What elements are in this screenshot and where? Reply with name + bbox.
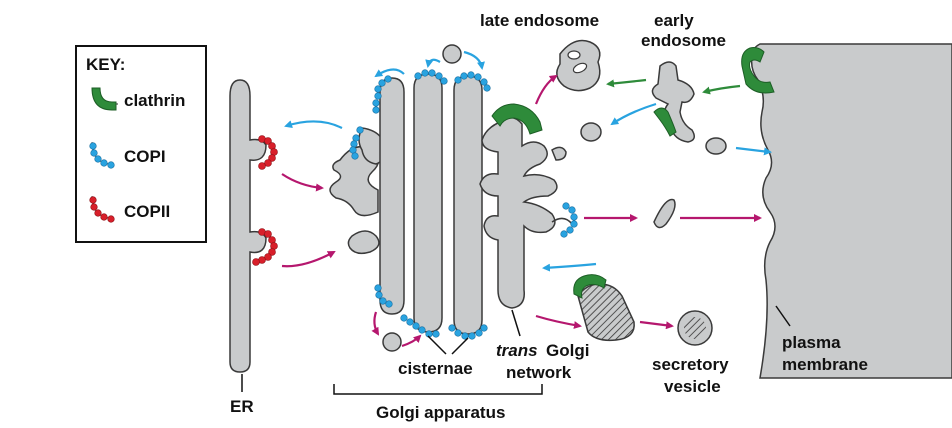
key-label-copi: COPI <box>124 147 166 166</box>
transport-vesicle-middle <box>653 198 676 229</box>
clathrin-coat-plasma-membrane <box>741 47 775 94</box>
arrow-vesicle-to-golgi <box>401 334 422 348</box>
er-label: ER <box>230 397 254 416</box>
golgi-cisterna-1 <box>379 77 405 315</box>
endocytic-arrows <box>606 78 741 95</box>
plasma-label: plasma <box>782 333 841 352</box>
golgi-word-label: Golgi <box>546 341 589 360</box>
copi-coat-golgi-top-left <box>372 75 392 114</box>
arrow-early-endosome-to-vesicle <box>610 102 657 126</box>
network-label: network <box>506 363 572 382</box>
plasma-membrane <box>741 43 952 379</box>
arrow-recycling-to-membrane <box>735 146 772 156</box>
key-label-copii: COPII <box>124 202 170 221</box>
arrow-er-to-golgi-lower <box>281 251 336 268</box>
copi-coat-icon <box>89 141 115 169</box>
tgn-pointer <box>511 309 521 337</box>
copi-coat-golgi-bottom-left <box>374 284 393 308</box>
late-endosome <box>556 39 601 92</box>
trans-label: trans <box>496 341 538 360</box>
arrow-golgi-bottom-down <box>371 311 380 336</box>
arrow-golgi-top-right <box>463 50 485 70</box>
golgi-cisterna-3 <box>453 75 483 335</box>
membrane-label: membrane <box>782 355 868 374</box>
vesicle-label: vesicle <box>664 377 721 396</box>
clathrin-coat-icon <box>91 87 118 111</box>
arrow-golgi-to-er <box>284 120 343 129</box>
copii-coat-er-upper <box>258 135 278 170</box>
clathrin-coat-tgn-top <box>491 103 543 135</box>
late-endosome-label: late endosome <box>480 11 599 30</box>
cisternae-label: cisternae <box>398 359 473 378</box>
arrow-membrane-to-early-endosome <box>702 84 741 95</box>
early-endosome-label-line1: early <box>654 11 694 30</box>
arrow-golgi-top-mid <box>425 58 441 68</box>
arrow-clathrin-vesicle-to-tgn <box>542 262 597 272</box>
clathrin-coat-early-endosome <box>653 107 677 137</box>
golgi-cis-cisterna <box>329 126 386 255</box>
secretory-arrows <box>281 74 762 348</box>
trans-golgi-network <box>479 103 578 309</box>
golgi-cisterna-2 <box>413 73 443 333</box>
golgi-transport-vesicle-top <box>442 44 462 64</box>
key-label-clathrin: clathrin <box>124 91 185 110</box>
early-endosome <box>651 61 695 143</box>
copi-coat-golgi-bottom-right <box>448 324 488 340</box>
arrow-tgn-to-secretory <box>535 314 582 329</box>
arrow-tgn-to-late-endosome <box>534 74 558 105</box>
key-box: KEY: clathrin COPI COPII <box>75 45 207 243</box>
early-endosome-label-line2: endosome <box>641 31 726 50</box>
endoplasmic-reticulum <box>229 79 278 373</box>
arrow-to-secretory-vesicle <box>639 320 674 330</box>
copi-coat-golgi-top-right <box>454 71 491 92</box>
copi-coat-tgn <box>560 202 578 238</box>
golgi-apparatus-bracket <box>333 384 543 395</box>
golgi-apparatus-label: Golgi apparatus <box>376 403 505 422</box>
copii-coat-icon <box>89 195 115 223</box>
copi-coat-golgi-bottom-middle <box>400 314 440 338</box>
key-title: KEY: <box>86 55 125 74</box>
plasma-membrane-pointer <box>775 305 791 327</box>
cisternae-pointers <box>427 335 469 355</box>
arrow-golgi-top-left <box>374 68 405 78</box>
copi-coat-golgi-top-middle <box>414 69 448 85</box>
golgi-transport-vesicle-bottom <box>382 332 402 352</box>
secretory-vesicle <box>677 310 713 346</box>
recycling-vesicle <box>705 137 727 155</box>
secretory-label: secretory <box>652 355 729 374</box>
endosomal-vesicle <box>580 122 602 142</box>
copii-coat-er-lower <box>252 228 278 266</box>
arrow-er-to-golgi-upper <box>281 173 324 192</box>
clathrin-coated-vesicle-secretory <box>573 274 635 342</box>
arrow-early-to-late-endosome <box>606 78 647 88</box>
retrograde-arrows <box>284 50 772 272</box>
